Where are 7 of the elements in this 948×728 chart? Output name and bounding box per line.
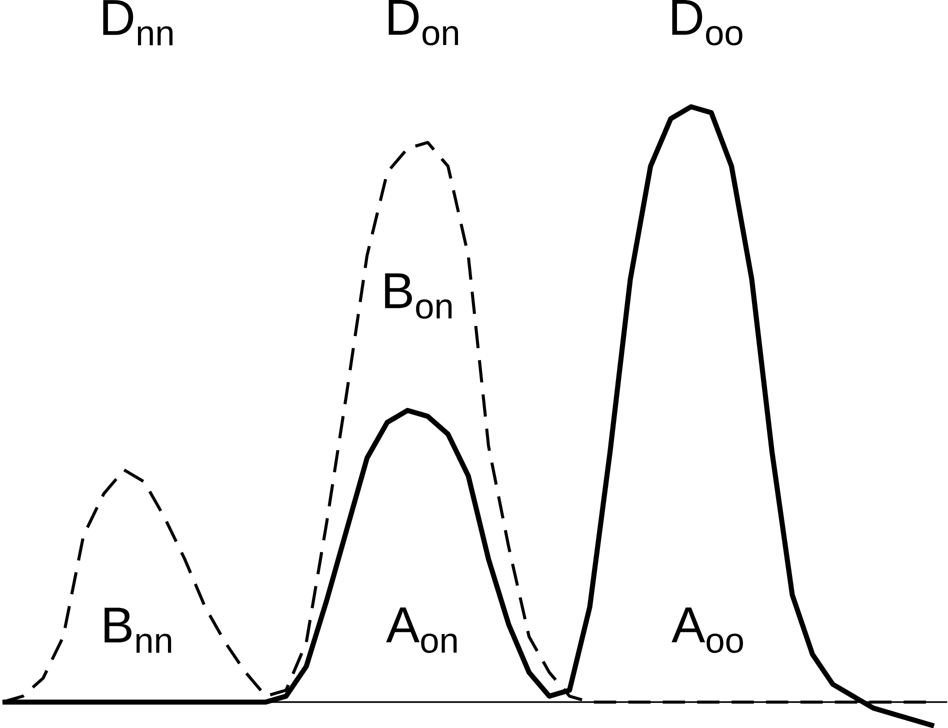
text: D$_{nn}$	[103, 0, 172, 45]
annotation: B$_{on}$	[385, 273, 452, 319]
annotation: A$_{oo}$	[672, 607, 743, 653]
annotation: B$_{nn}$	[104, 608, 172, 653]
text: D$_{on}$	[388, 0, 458, 46]
annotation: A$_{on}$	[386, 607, 457, 653]
text: D$_{oo}$	[672, 0, 742, 46]
